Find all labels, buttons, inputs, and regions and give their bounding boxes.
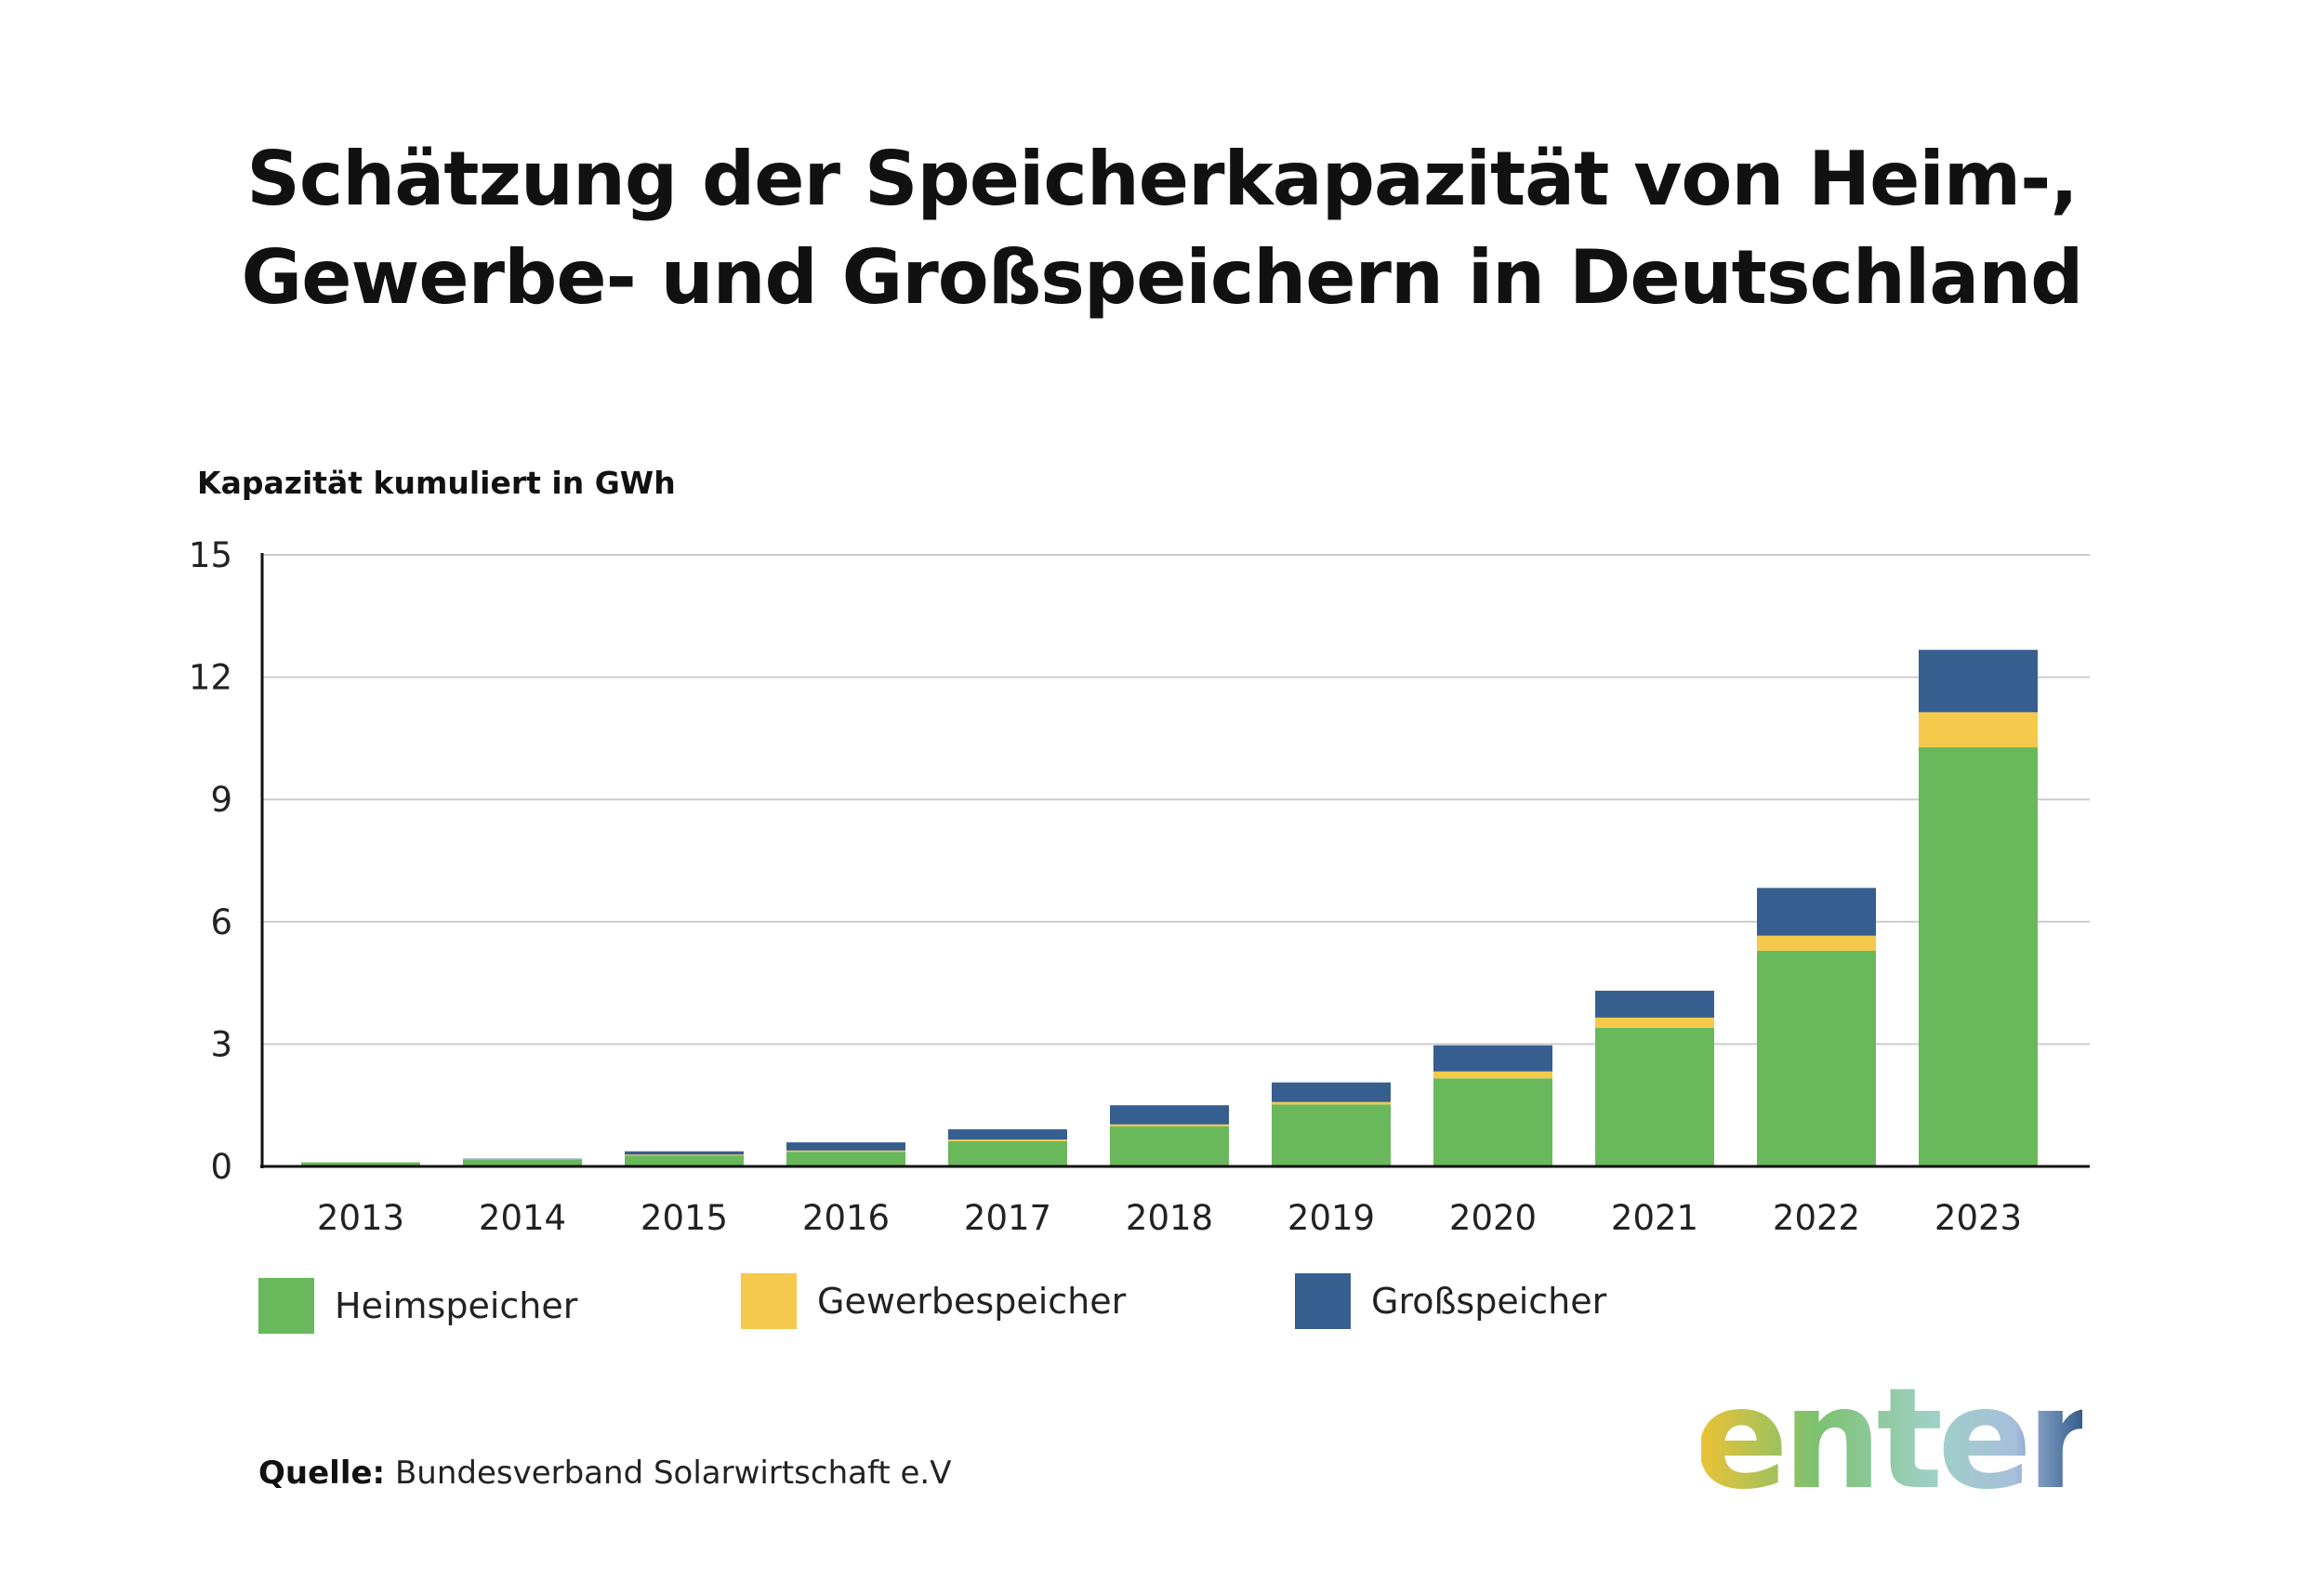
chart-title-line-1: Schätzung der Speicherkapazität von Heim…: [246, 136, 2079, 222]
source-note: Quelle: Bundesverband Solarwirtschaft e.…: [258, 1455, 951, 1492]
bar-grossspeicher-2017: [948, 1129, 1067, 1140]
x-tick-label-2021: 2021: [1611, 1198, 1698, 1238]
bar-grossspeicher-2021: [1595, 990, 1714, 1018]
y-tick-label-0: 0: [210, 1147, 232, 1187]
y-tick-label-3: 3: [210, 1024, 232, 1064]
x-tick-label-2017: 2017: [964, 1198, 1051, 1238]
legend-label-gewerbespeicher: Gewerbespeicher: [817, 1281, 1127, 1322]
bar-heimspeicher-2020: [1433, 1078, 1552, 1166]
enter-logo: enter: [1701, 1366, 2082, 1521]
bar-grossspeicher-2016: [786, 1142, 905, 1151]
bar-gewerbespeicher-2023: [1919, 712, 2038, 748]
legend-item-grossspeicher: Großspeicher: [1295, 1269, 1606, 1334]
enter-logo-text: enter: [1701, 1366, 2082, 1521]
x-tick-label-2019: 2019: [1287, 1198, 1375, 1238]
x-tick-label-2015: 2015: [640, 1198, 728, 1238]
legend-swatch-heimspeicher: [258, 1278, 314, 1334]
y-axis-title: Kapazität kumuliert in GWh: [197, 465, 676, 501]
legend-swatch-grossspeicher: [1295, 1273, 1351, 1329]
legend-label-heimspeicher: Heimspeicher: [335, 1285, 578, 1326]
source-text: Bundesverband Solarwirtschaft e.V: [385, 1455, 952, 1492]
bar-heimspeicher-2014: [463, 1159, 582, 1166]
bar-gewerbespeicher-2015: [625, 1154, 744, 1156]
legend-label-grossspeicher: Großspeicher: [1371, 1281, 1607, 1322]
x-tick-label-2022: 2022: [1773, 1198, 1860, 1238]
x-tick-label-2018: 2018: [1126, 1198, 1213, 1238]
bar-grossspeicher-2022: [1757, 888, 1876, 936]
source-label: Quelle:: [258, 1455, 386, 1492]
x-tick-label-2013: 2013: [317, 1198, 404, 1238]
bar-heimspeicher-2015: [625, 1155, 744, 1166]
y-tick-label-9: 9: [210, 780, 232, 820]
bar-grossspeicher-2019: [1272, 1082, 1391, 1102]
y-tick-label-12: 12: [189, 658, 232, 698]
bar-gewerbespeicher-2021: [1595, 1017, 1714, 1028]
bar-gewerbespeicher-2020: [1433, 1071, 1552, 1079]
bar-gewerbespeicher-2016: [786, 1150, 905, 1152]
bar-heimspeicher-2023: [1919, 747, 2038, 1166]
bar-gewerbespeicher-2018: [1110, 1124, 1229, 1127]
chart-title-line-2: Gewerbe- und Großspeichern in Deutschlan…: [241, 234, 2084, 321]
bar-grossspeicher-2020: [1433, 1045, 1552, 1072]
bar-heimspeicher-2019: [1272, 1104, 1391, 1166]
bar-heimspeicher-2021: [1595, 1027, 1714, 1166]
y-tick-label-15: 15: [189, 535, 232, 575]
x-tick-label-2020: 2020: [1449, 1198, 1537, 1238]
bar-grossspeicher-2023: [1919, 650, 2038, 713]
bar-heimspeicher-2018: [1110, 1126, 1229, 1166]
bar-gewerbespeicher-2019: [1272, 1101, 1391, 1105]
x-tick-label-2016: 2016: [802, 1198, 890, 1238]
legend-item-heimspeicher: Heimspeicher: [258, 1273, 577, 1338]
bar-heimspeicher-2016: [786, 1152, 905, 1166]
x-tick-label-2023: 2023: [1934, 1198, 2022, 1238]
bar-grossspeicher-2015: [625, 1151, 744, 1155]
y-tick-label-6: 6: [210, 902, 232, 942]
x-tick-label-2014: 2014: [479, 1198, 566, 1238]
legend-swatch-gewerbespeicher: [741, 1273, 797, 1329]
legend-item-gewerbespeicher: Gewerbespeicher: [741, 1269, 1126, 1334]
bar-heimspeicher-2022: [1757, 950, 1876, 1166]
bar-gewerbespeicher-2022: [1757, 935, 1876, 951]
bar-heimspeicher-2017: [948, 1140, 1067, 1166]
bar-grossspeicher-2018: [1110, 1105, 1229, 1125]
bar-gewerbespeicher-2017: [948, 1139, 1067, 1141]
chart-title: Schätzung der Speicherkapazität von Heim…: [0, 130, 2324, 327]
bar-heimspeicher-2013: [301, 1162, 420, 1166]
